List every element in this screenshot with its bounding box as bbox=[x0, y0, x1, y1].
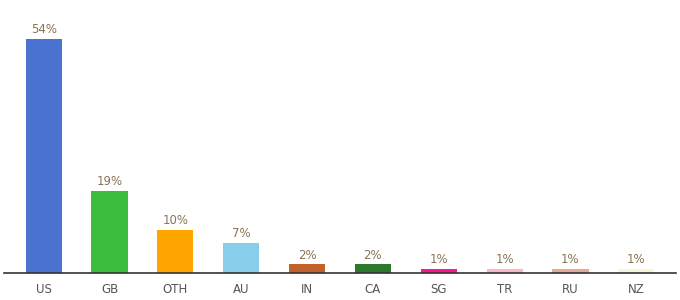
Text: 1%: 1% bbox=[627, 253, 645, 266]
Text: 19%: 19% bbox=[97, 175, 122, 188]
Bar bbox=[26, 39, 62, 273]
Text: 54%: 54% bbox=[31, 23, 56, 36]
Bar bbox=[223, 243, 259, 273]
Text: 2%: 2% bbox=[298, 249, 316, 262]
Bar bbox=[157, 230, 194, 273]
Bar bbox=[552, 269, 589, 273]
Bar bbox=[355, 264, 391, 273]
Bar bbox=[618, 269, 654, 273]
Text: 1%: 1% bbox=[430, 253, 448, 266]
Bar bbox=[91, 191, 128, 273]
Text: 7%: 7% bbox=[232, 227, 250, 240]
Bar bbox=[486, 269, 523, 273]
Text: 2%: 2% bbox=[364, 249, 382, 262]
Text: 1%: 1% bbox=[495, 253, 514, 266]
Text: 1%: 1% bbox=[561, 253, 580, 266]
Bar bbox=[289, 264, 325, 273]
Bar bbox=[421, 269, 457, 273]
Text: 10%: 10% bbox=[163, 214, 188, 227]
